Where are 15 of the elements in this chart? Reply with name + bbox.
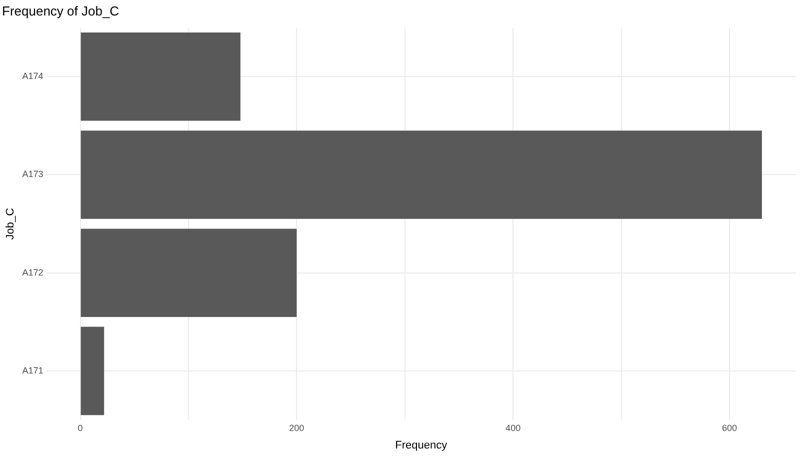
y-tick-label: A171 bbox=[22, 365, 44, 376]
x-axis-title: Frequency bbox=[395, 439, 448, 452]
y-tick-label: A172 bbox=[22, 267, 44, 278]
x-tick-label: 600 bbox=[722, 422, 737, 433]
x-tick-label: 0 bbox=[78, 422, 83, 433]
chart-title: Frequency of Job_C bbox=[2, 3, 120, 18]
x-tick-label: 400 bbox=[506, 422, 521, 433]
bar bbox=[80, 326, 104, 416]
bar bbox=[80, 130, 762, 219]
bar bbox=[80, 32, 240, 121]
y-tick-label: A174 bbox=[22, 71, 44, 82]
y-tick-label: A173 bbox=[22, 169, 44, 180]
x-tick-label: 200 bbox=[289, 422, 304, 433]
y-axis-title: Job_C bbox=[4, 208, 17, 240]
bar bbox=[80, 228, 297, 317]
